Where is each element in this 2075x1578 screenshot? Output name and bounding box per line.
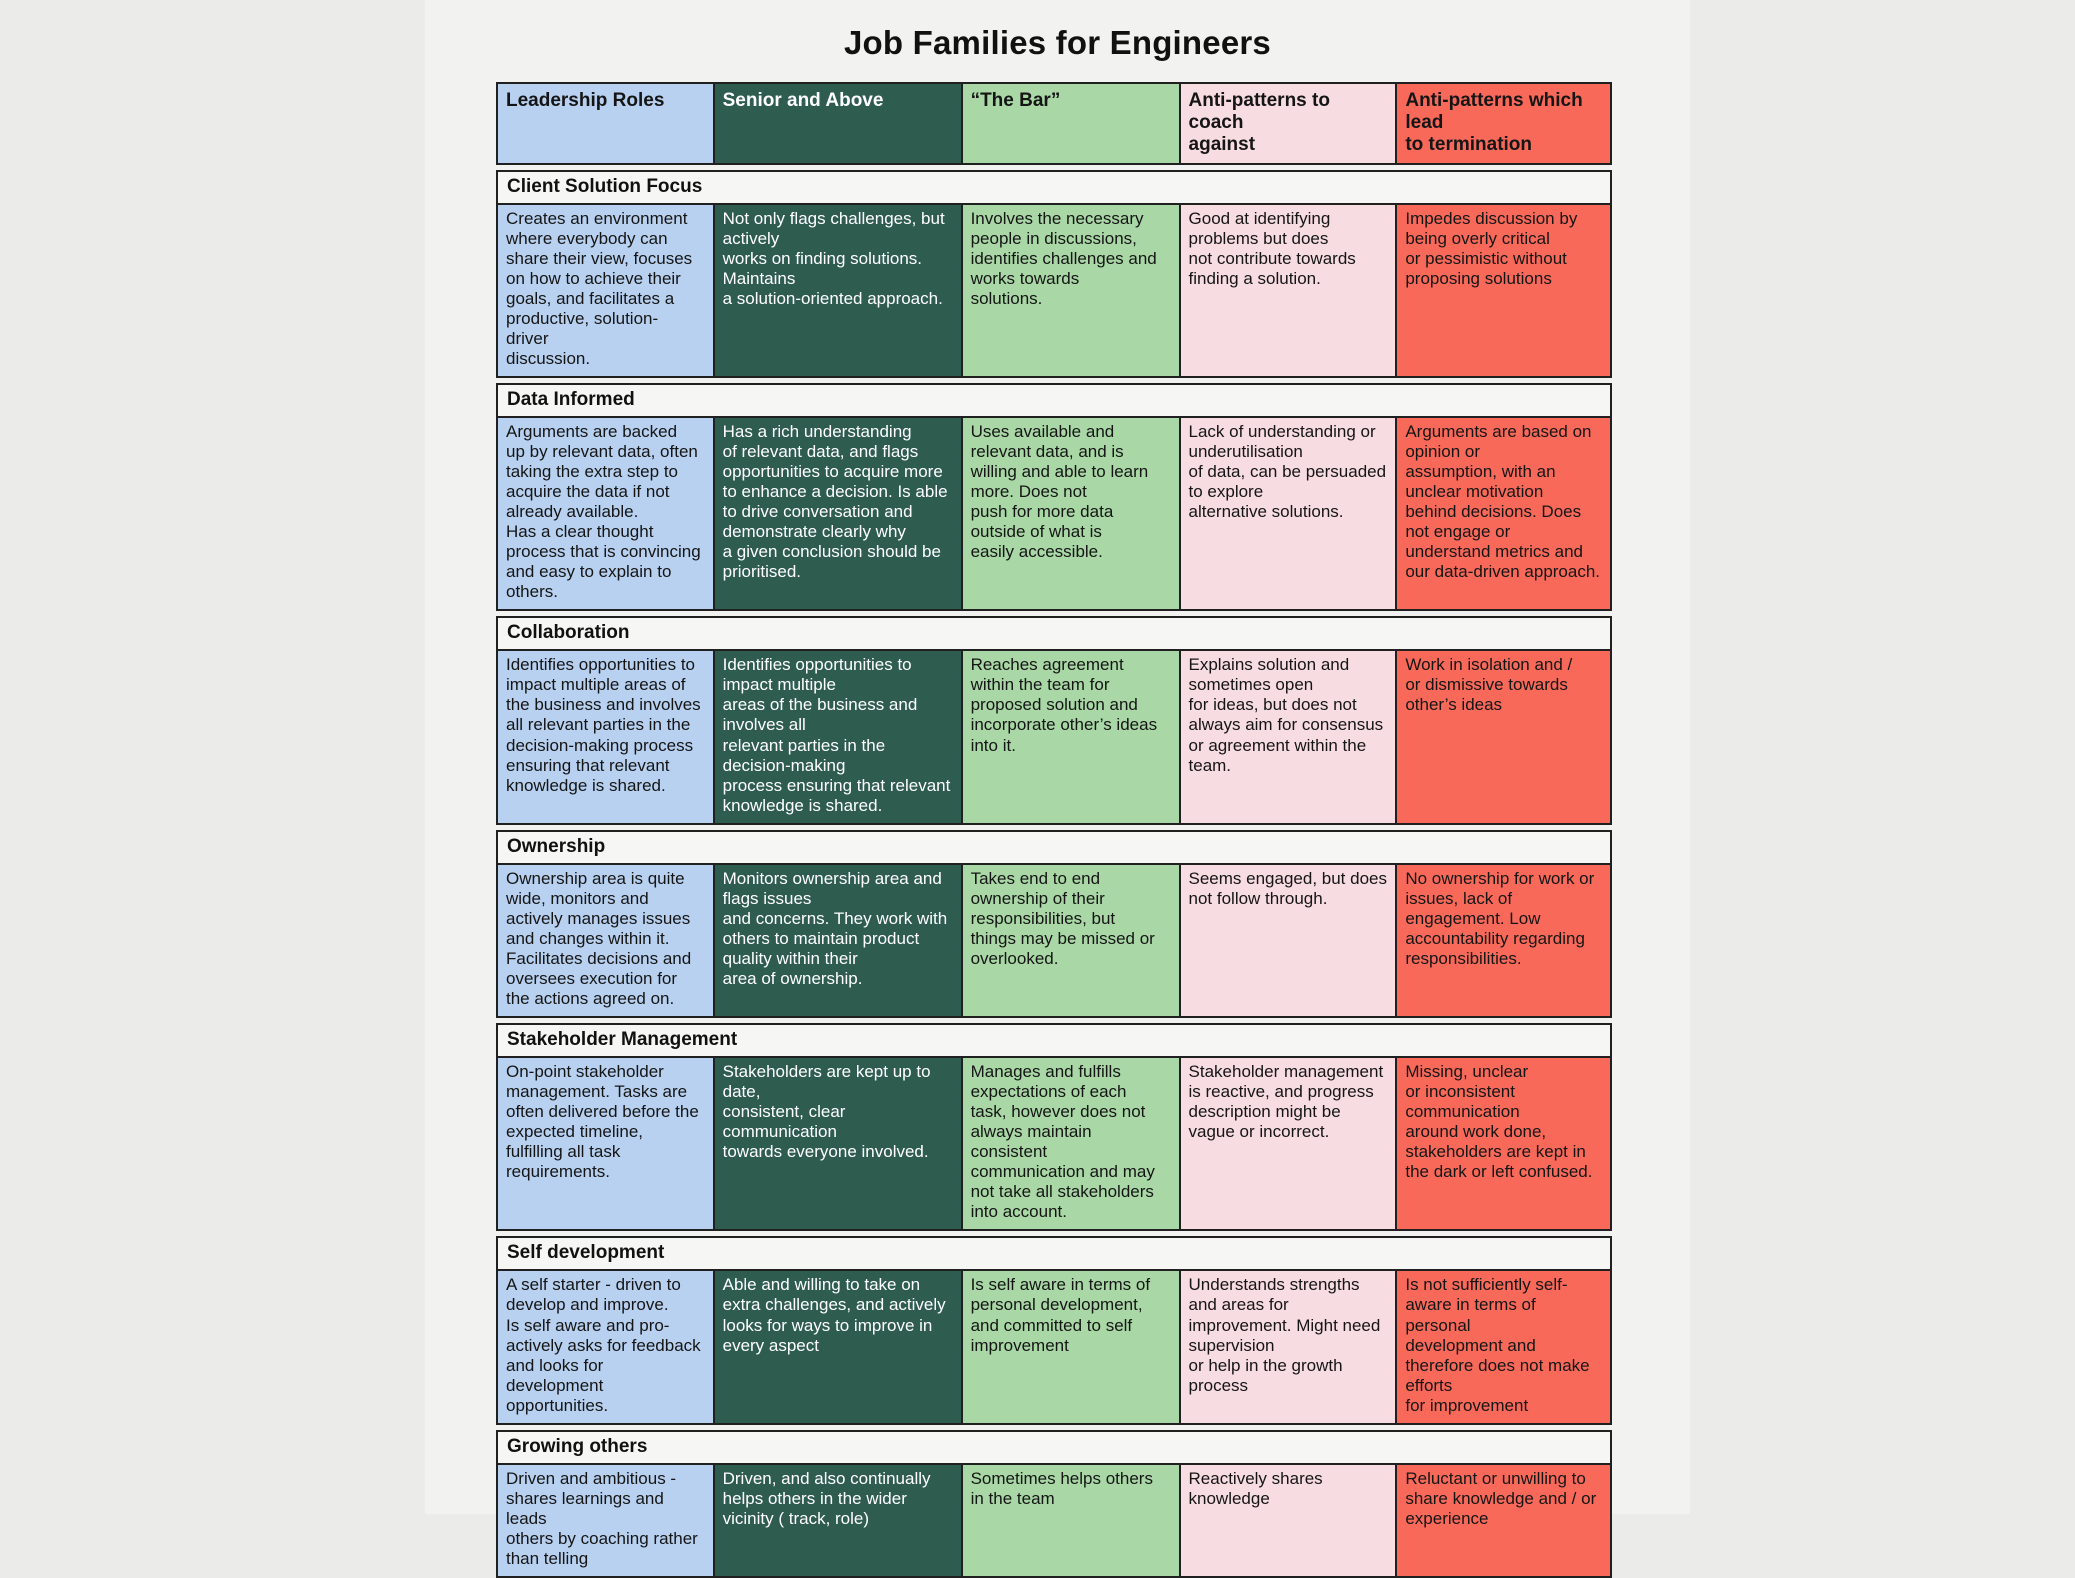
cell-anti-patterns-termination: Work in isolation and / or dismissive to… bbox=[1395, 651, 1610, 823]
cell-leadership-roles: Creates an environment where everybody c… bbox=[498, 204, 713, 376]
cell-senior-and-above: Not only flags challenges, but actively … bbox=[712, 204, 961, 376]
column-header-anti-patterns-termination: Anti-patterns which lead to termination bbox=[1395, 84, 1610, 163]
cell-anti-patterns-coach: Stakeholder management is reactive, and … bbox=[1178, 1058, 1396, 1230]
cell-anti-patterns-coach: Seems engaged, but does not follow throu… bbox=[1178, 864, 1396, 1017]
section-block: Ownership Ownership area is quite wide, … bbox=[496, 829, 1612, 1019]
cell-anti-patterns-termination: Is not sufficiently self- aware in terms… bbox=[1395, 1271, 1610, 1423]
cell-anti-patterns-coach: Explains solution and sometimes open for… bbox=[1178, 651, 1396, 823]
section-block: Data Informed Arguments are backed up by… bbox=[496, 382, 1612, 612]
section-block: Self development A self starter - driven… bbox=[496, 1236, 1612, 1425]
cell-the-bar: Uses available and relevant data, and is… bbox=[960, 417, 1179, 610]
column-header-senior-and-above: Senior and Above bbox=[712, 84, 961, 163]
table-row: Identifies opportunities to impact multi… bbox=[496, 649, 1612, 825]
column-header-the-bar: “The Bar” bbox=[960, 84, 1179, 163]
section-title-client-solution-focus: Client Solution Focus bbox=[496, 169, 1612, 205]
table-row: On-point stakeholder management. Tasks a… bbox=[496, 1056, 1612, 1232]
cell-the-bar: Sometimes helps others in the team bbox=[960, 1464, 1179, 1576]
table-row: Ownership area is quite wide, monitors a… bbox=[496, 862, 1612, 1019]
cell-the-bar: Involves the necessary people in discuss… bbox=[960, 204, 1179, 376]
section-block: Growing others Driven and ambitious - sh… bbox=[496, 1429, 1612, 1578]
cell-the-bar: Takes end to end ownership of their resp… bbox=[960, 864, 1179, 1017]
table-body: Client Solution Focus Creates an environ… bbox=[496, 169, 1612, 1578]
section-title-growing-others: Growing others bbox=[496, 1429, 1612, 1465]
cell-senior-and-above: Stakeholders are kept up to date, consis… bbox=[712, 1058, 961, 1230]
cell-anti-patterns-termination: No ownership for work or issues, lack of… bbox=[1395, 864, 1610, 1017]
cell-leadership-roles: Ownership area is quite wide, monitors a… bbox=[498, 864, 713, 1017]
cell-senior-and-above: Driven, and also continually helps other… bbox=[712, 1464, 961, 1576]
table-row: A self starter - driven to develop and i… bbox=[496, 1269, 1612, 1425]
cell-the-bar: Manages and fulfills expectations of eac… bbox=[960, 1058, 1179, 1230]
cell-leadership-roles: Driven and ambitious - shares learnings … bbox=[498, 1464, 713, 1576]
cell-senior-and-above: Monitors ownership area and flags issues… bbox=[712, 864, 961, 1017]
cell-leadership-roles: A self starter - driven to develop and i… bbox=[498, 1271, 713, 1423]
table-row: Creates an environment where everybody c… bbox=[496, 202, 1612, 378]
cell-leadership-roles: On-point stakeholder management. Tasks a… bbox=[498, 1058, 713, 1230]
table-row: Driven and ambitious - shares learnings … bbox=[496, 1462, 1612, 1578]
cell-senior-and-above: Has a rich understanding of relevant dat… bbox=[712, 417, 961, 610]
section-title-data-informed: Data Informed bbox=[496, 382, 1612, 418]
section-block: Stakeholder Management On-point stakehol… bbox=[496, 1023, 1612, 1232]
cell-leadership-roles: Arguments are backed up by relevant data… bbox=[498, 417, 713, 610]
cell-anti-patterns-coach: Lack of understanding or underutilisatio… bbox=[1178, 417, 1396, 610]
cell-anti-patterns-coach: Understands strengths and areas for impr… bbox=[1178, 1271, 1396, 1423]
table-row: Arguments are backed up by relevant data… bbox=[496, 415, 1612, 612]
cell-the-bar: Reaches agreement within the team for pr… bbox=[960, 651, 1179, 823]
section-title-collaboration: Collaboration bbox=[496, 616, 1612, 652]
cell-senior-and-above: Identifies opportunities to impact multi… bbox=[712, 651, 961, 823]
column-header-anti-patterns-coach: Anti-patterns to coach against bbox=[1178, 84, 1396, 163]
cell-anti-patterns-termination: Reluctant or unwilling to share knowledg… bbox=[1395, 1464, 1610, 1576]
cell-anti-patterns-coach: Reactively shares knowledge bbox=[1178, 1464, 1396, 1576]
cell-anti-patterns-termination: Impedes discussion by being overly criti… bbox=[1395, 204, 1610, 376]
section-title-ownership: Ownership bbox=[496, 829, 1612, 865]
cell-senior-and-above: Able and willing to take on extra challe… bbox=[712, 1271, 961, 1423]
cell-anti-patterns-coach: Good at identifying problems but does no… bbox=[1178, 204, 1396, 376]
page-title: Job Families for Engineers bbox=[844, 24, 1271, 61]
cell-anti-patterns-termination: Missing, unclear or inconsistent communi… bbox=[1395, 1058, 1610, 1230]
section-block: Collaboration Identifies opportunities t… bbox=[496, 616, 1612, 825]
column-header-leadership-roles: Leadership Roles bbox=[498, 84, 713, 163]
document-page: Job Families for Engineers Leadership Ro… bbox=[425, 0, 1690, 1578]
section-title-self-development: Self development bbox=[496, 1236, 1612, 1272]
cell-anti-patterns-termination: Arguments are based on opinion or assump… bbox=[1395, 417, 1610, 610]
cell-the-bar: Is self aware in terms of personal devel… bbox=[960, 1271, 1179, 1423]
table-header-row: Leadership Roles Senior and Above “The B… bbox=[496, 82, 1612, 165]
job-families-table: Leadership Roles Senior and Above “The B… bbox=[496, 82, 1612, 1578]
section-title-stakeholder-management: Stakeholder Management bbox=[496, 1023, 1612, 1059]
cell-leadership-roles: Identifies opportunities to impact multi… bbox=[498, 651, 713, 823]
section-block: Client Solution Focus Creates an environ… bbox=[496, 169, 1612, 378]
